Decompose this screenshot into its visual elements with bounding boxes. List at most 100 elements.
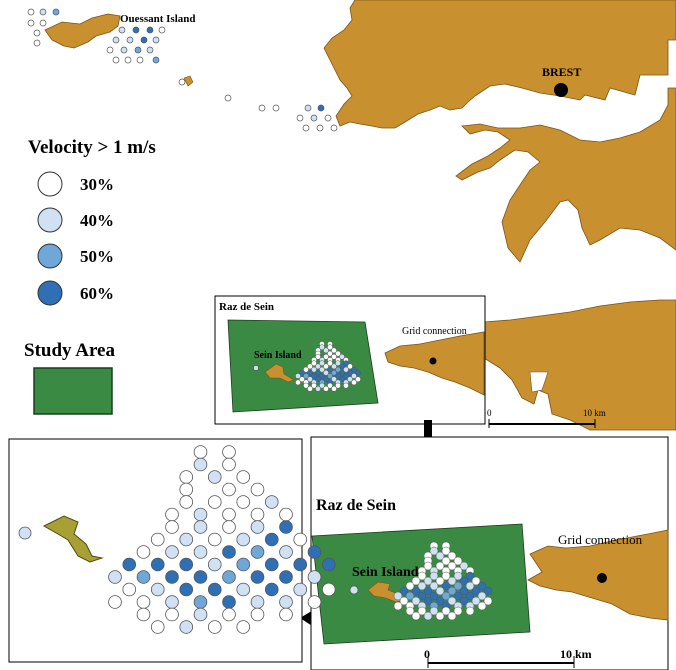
- inset-large-site-point: [423, 611, 433, 621]
- inset-small-site-point: [307, 385, 313, 392]
- inset-small-scale-bar: [488, 419, 596, 428]
- detail-site-point: [207, 620, 222, 634]
- inset-small-site-point: [303, 366, 309, 373]
- inset-large-site-point: [471, 576, 481, 586]
- detail-site-point: [193, 457, 208, 472]
- legend-title: Velocity > 1 m/s: [28, 137, 156, 158]
- inset-small-site-point: [327, 350, 333, 357]
- inset-small-site-point: [323, 347, 329, 354]
- inset-small-site-point: [343, 373, 349, 379]
- inset-large-site-point: [459, 596, 469, 606]
- inset-small-site-point: [327, 360, 333, 367]
- study-area-swatch: [33, 367, 113, 415]
- inset-large-grid-marker: [597, 573, 607, 583]
- inset-large-site-point: [429, 591, 439, 601]
- inset-small-site-point: [331, 376, 337, 383]
- detail-site-point: [136, 607, 151, 622]
- inset-small-site-point: [331, 363, 337, 370]
- inset-small-site-point: [311, 366, 317, 373]
- inset-large-site-point: [453, 571, 463, 581]
- inset-large-site-point: [441, 606, 451, 616]
- inset-small-site-point: [339, 369, 345, 376]
- inset-small-site-point: [315, 363, 321, 370]
- inset-large-site-point: [405, 606, 415, 616]
- inset-small-site-point: [319, 360, 325, 367]
- detail-site-point: [264, 582, 279, 597]
- inset-small-site-point: [331, 347, 337, 354]
- detail-site-point: [250, 570, 265, 584]
- detail-site-point: [222, 595, 236, 609]
- inset-large-site-point: [405, 581, 415, 591]
- inset-small-site-point: [335, 360, 341, 367]
- inset-small-site-point: [343, 382, 349, 389]
- detail-site-point: [293, 582, 308, 597]
- inset-small-site-point: [323, 353, 329, 360]
- inset-small-grid-marker: [429, 357, 437, 365]
- inset-large-site-point: [429, 571, 439, 581]
- inset-large-site-point: [411, 596, 421, 606]
- scale-small-zero: 0: [487, 408, 492, 418]
- detail-sein-island: [42, 515, 104, 563]
- label-grid-connection-large: Grid connection: [558, 532, 643, 547]
- detail-site-point: [179, 470, 194, 484]
- label-grid-connection-small: Grid connection: [402, 326, 467, 337]
- scale-small-ten: 10 km: [583, 408, 606, 418]
- inset-large-site-point: [405, 591, 415, 601]
- inset-large-site-point: [477, 581, 487, 591]
- detail-site-point: [279, 570, 293, 584]
- detail-site-point: [236, 470, 251, 484]
- detail-site-point: [179, 482, 194, 497]
- inset-large-site-point: [447, 551, 457, 561]
- detail-site-point: [150, 582, 165, 597]
- inset-large-site-point: [447, 586, 457, 596]
- inset-large-site-point: [453, 556, 463, 566]
- inset-small-site-point: [319, 344, 325, 351]
- detail-site-point: [222, 507, 236, 522]
- detail-site-point: [236, 582, 251, 597]
- inset-large-site-point: [435, 576, 445, 586]
- detail-site-point: [122, 557, 137, 572]
- inset-small-site-cluster: [295, 341, 361, 392]
- inset-small-site-point: [343, 366, 349, 373]
- inset-small-site-point: [335, 382, 341, 389]
- brittany-coast: [323, 0, 676, 129]
- legend-swatch-50: [37, 243, 63, 269]
- inset-small-site-point: [355, 369, 361, 376]
- legend-swatch-30: [37, 171, 63, 197]
- detail-site-point: [193, 607, 208, 622]
- inset-large-site-point: [411, 611, 421, 621]
- bay-inlet: [529, 371, 549, 393]
- inset-small-site-point: [299, 369, 305, 376]
- inset-small-site-point: [319, 366, 325, 373]
- detail-site-point: [179, 620, 194, 634]
- inset-small-site-point: [339, 363, 345, 370]
- inset-large-site-point: [423, 596, 433, 606]
- inset-small-site-point: [315, 385, 321, 392]
- inset-small-study-area: [227, 319, 379, 413]
- detail-site-point: [136, 595, 151, 609]
- inset-large-site-point: [465, 571, 475, 581]
- inset-small-site-point: [351, 379, 357, 386]
- inset-small-site-point: [339, 376, 345, 383]
- detail-site-point: [193, 520, 208, 534]
- detail-site-point: [250, 507, 265, 522]
- inset-large-site-point: [465, 581, 475, 591]
- inset-small-site-point: [347, 363, 353, 370]
- inset-small-site-point: [315, 369, 321, 376]
- inset-large-site-point: [417, 581, 427, 591]
- label-ouessant-island: Ouessant Island: [120, 13, 196, 25]
- inset-large-site-point: [399, 596, 409, 606]
- inset-large-site-point: [429, 581, 439, 591]
- detail-site-point: [150, 620, 165, 634]
- detail-site-point: [279, 607, 293, 622]
- detail-site-point: [279, 507, 293, 522]
- inset-small-site-point: [307, 369, 313, 376]
- legend-label-40: 40%: [80, 211, 114, 230]
- detail-site-point: [307, 595, 322, 609]
- detail-site-point: [179, 582, 194, 597]
- inset-large-site-point: [423, 586, 433, 596]
- label-brest: BREST: [542, 65, 581, 79]
- detail-site-point: [250, 607, 265, 622]
